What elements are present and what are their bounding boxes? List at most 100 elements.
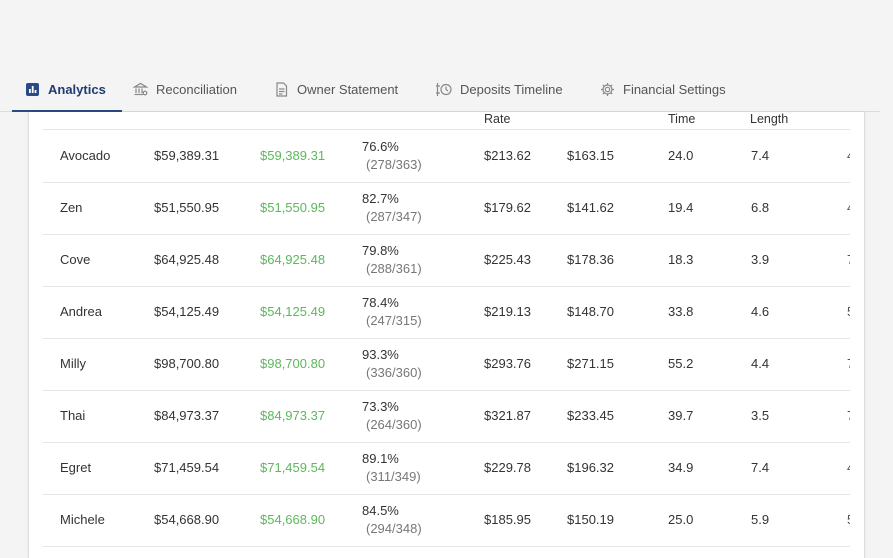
cell-length: 7.4 <box>751 148 770 163</box>
table-row[interactable]: Michele $54,668.90 $54,668.90 $185.95 $150.1… <box>43 494 850 547</box>
cell-length: 4.6 <box>751 304 770 319</box>
cell-net-revenue: $59,389.31 <box>260 148 326 163</box>
cell-length: 7.4 <box>751 460 770 475</box>
cell-occupancy: 78.4% (247/315) <box>362 294 422 330</box>
cell-time: 55.2 <box>668 356 694 371</box>
bar-chart-icon <box>24 81 40 97</box>
cell-length: 5.9 <box>751 512 770 527</box>
cell-occupancy: 93.3% (336/360) <box>362 346 422 382</box>
cell-rate: $225.43 <box>484 252 531 267</box>
table-row[interactable]: Egret $71,459.54 $71,459.54 $229.78 $196.32 3… <box>43 442 850 495</box>
cell-truncated: 7 <box>847 252 850 267</box>
cell-property-name: Milly <box>60 356 86 371</box>
cell-revenue: $54,668.90 <box>154 512 220 527</box>
tab-financial-settings[interactable]: Financial Settings <box>599 67 726 111</box>
cell-occupancy: 73.3% (264/360) <box>362 398 422 434</box>
table-row[interactable]: Milly $98,700.80 $98,700.80 $293.76 $271.15 5… <box>43 338 850 391</box>
cell-property-name: Michele <box>60 512 105 527</box>
cell-revenue: $98,700.80 <box>154 356 220 371</box>
cell-time: 34.9 <box>668 460 694 475</box>
cell-revpar: $148.70 <box>567 304 614 319</box>
cell-length: 4.4 <box>751 356 770 371</box>
cell-truncated: 5 <box>847 304 850 319</box>
occupancy-nights: (311/349) <box>366 469 421 484</box>
tab-bar: Analytics Reconciliation Owner Statement… <box>0 67 880 112</box>
table-row[interactable]: Cove $64,925.48 $64,925.48 $225.43 $178.36 18… <box>43 234 850 287</box>
cell-length: 3.9 <box>751 252 770 267</box>
column-header-length: Length <box>750 112 789 126</box>
cell-rate: $185.95 <box>484 512 531 527</box>
occupancy-nights: (288/361) <box>366 261 422 276</box>
cell-property-name: Avocado <box>60 148 111 163</box>
occupancy-percent: 79.8% <box>362 243 399 258</box>
cell-time: 24.0 <box>668 148 694 163</box>
cell-truncated: 7 <box>847 356 850 371</box>
cell-length: 3.5 <box>751 408 770 423</box>
cell-occupancy: 82.7% (287/347) <box>362 190 422 226</box>
tab-label: Owner Statement <box>297 81 399 97</box>
occupancy-percent: 73.3% <box>362 399 399 414</box>
cell-revpar: $196.32 <box>567 460 614 475</box>
cell-truncated: 4 <box>847 200 850 215</box>
cell-truncated: 4 <box>847 460 850 475</box>
occupancy-nights: (264/360) <box>366 417 422 432</box>
tab-label: Financial Settings <box>623 81 726 97</box>
occupancy-percent: 89.1% <box>362 451 399 466</box>
cell-truncated: 5 <box>847 512 850 527</box>
cell-time: 25.0 <box>668 512 694 527</box>
cell-net-revenue: $54,668.90 <box>260 512 326 527</box>
cell-revenue: $54,125.49 <box>154 304 220 319</box>
cell-net-revenue: $54,125.49 <box>260 304 326 319</box>
cell-net-revenue: $84,973.37 <box>260 408 326 423</box>
cell-revpar: $233.45 <box>567 408 614 423</box>
occupancy-percent: 78.4% <box>362 295 399 310</box>
cell-net-revenue: $71,459.54 <box>260 460 326 475</box>
tab-deposits-timeline[interactable]: Deposits Timeline <box>436 67 563 111</box>
cell-time: 19.4 <box>668 200 694 215</box>
cell-occupancy: 79.8% (288/361) <box>362 242 422 278</box>
tab-reconciliation[interactable]: Reconciliation <box>132 67 237 111</box>
column-header-rate: Rate <box>484 112 511 126</box>
cell-property-name: Andrea <box>60 304 102 319</box>
occupancy-nights: (287/347) <box>366 209 422 224</box>
cell-revenue: $71,459.54 <box>154 460 220 475</box>
occupancy-percent: 93.3% <box>362 347 399 362</box>
cell-rate: $179.62 <box>484 200 531 215</box>
occupancy-percent: 84.5% <box>362 503 399 518</box>
occupancy-percent: 76.6% <box>362 139 399 154</box>
table-row[interactable]: Zen $51,550.95 $51,550.95 $179.62 $141.62 19.… <box>43 182 850 235</box>
occupancy-nights: (294/348) <box>366 521 422 536</box>
cell-net-revenue: $64,925.48 <box>260 252 326 267</box>
cell-net-revenue: $98,700.80 <box>260 356 326 371</box>
cell-net-revenue: $51,550.95 <box>260 200 326 215</box>
cell-rate: $293.76 <box>484 356 531 371</box>
cell-revpar: $141.62 <box>567 200 614 215</box>
table-row[interactable]: Andrea $54,125.49 $54,125.49 $219.13 $148.70… <box>43 286 850 339</box>
gear-icon <box>599 81 615 97</box>
cell-property-name: Thai <box>60 408 86 423</box>
table-header: Rate Time Length <box>29 112 864 129</box>
cell-revenue: $84,973.37 <box>154 408 220 423</box>
bank-icon <box>132 81 148 97</box>
timeline-icon <box>436 81 452 97</box>
table-row[interactable]: Avocado $59,389.31 $59,389.31 $213.62 $163.1… <box>43 130 850 183</box>
cell-time: 39.7 <box>668 408 694 423</box>
cell-length: 6.8 <box>751 200 770 215</box>
tab-owner-statement[interactable]: Owner Statement <box>273 67 398 111</box>
cell-rate: $229.78 <box>484 460 531 475</box>
cell-revenue: $64,925.48 <box>154 252 220 267</box>
tab-analytics[interactable]: Analytics <box>12 67 122 112</box>
occupancy-nights: (278/363) <box>366 157 422 172</box>
tab-label: Deposits Timeline <box>460 81 563 97</box>
cell-time: 33.8 <box>668 304 694 319</box>
cell-occupancy: 89.1% (311/349) <box>362 450 421 486</box>
column-header-time: Time <box>668 112 696 126</box>
table-row[interactable]: Thai $84,973.37 $84,973.37 $321.87 $233.45 39… <box>43 390 850 443</box>
tab-label: Analytics <box>48 81 106 97</box>
tab-label: Reconciliation <box>156 81 237 97</box>
cell-revpar: $150.19 <box>567 512 614 527</box>
cell-occupancy: 84.5% (294/348) <box>362 502 422 538</box>
occupancy-percent: 82.7% <box>362 191 399 206</box>
cell-property-name: Egret <box>60 460 92 475</box>
cell-revpar: $178.36 <box>567 252 614 267</box>
